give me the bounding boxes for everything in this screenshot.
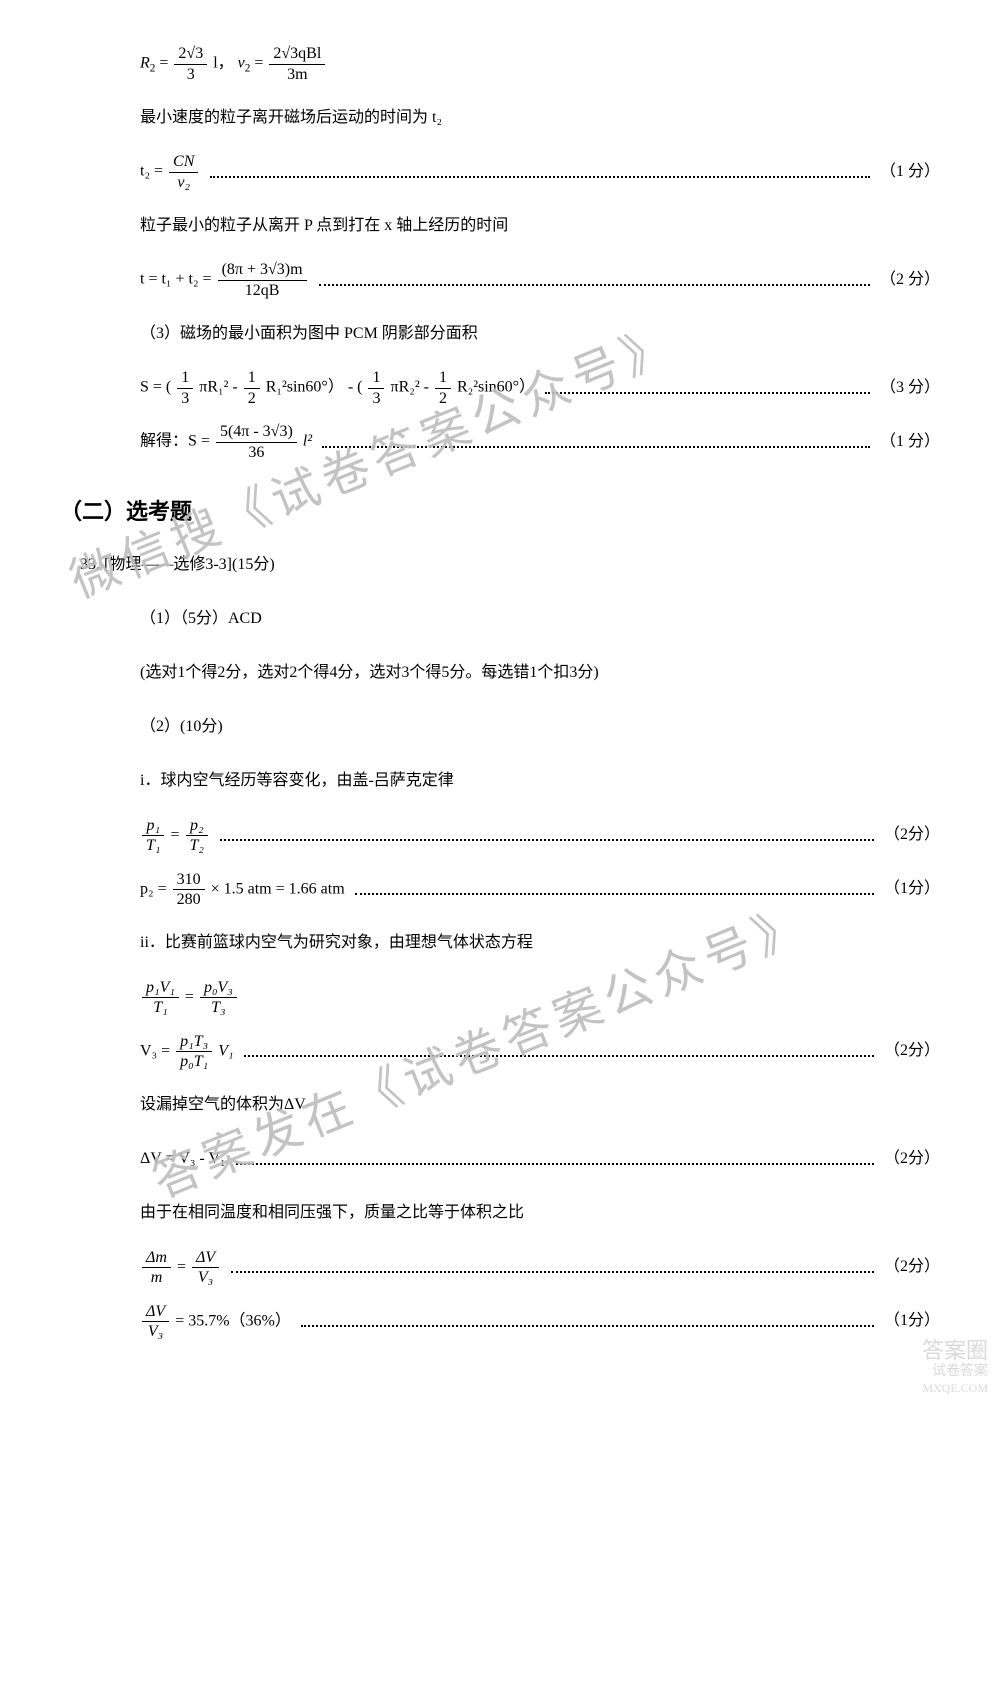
text-ratio: 由于在相同温度和相同压强下，质量之比等于体积之比	[60, 1194, 940, 1234]
eq-t: t = t₁ + t₂ = (8π + 3√3)m12qB （2 分）	[60, 260, 940, 300]
dot-leader	[322, 436, 870, 447]
q33-ii-text: ii．比赛前篮球内空气为研究对象，由理想气体状态方程	[60, 924, 940, 964]
eq-dV-content: ΔV = V₃ - V₁	[140, 1145, 226, 1174]
score-V3: （2分）	[884, 1037, 940, 1066]
q33-ii-text-content: ii．比赛前篮球内空气为研究对象，由理想气体状态方程	[140, 929, 533, 958]
dot-leader	[231, 1262, 874, 1273]
page-content: 微信搜《试卷答案公众号》 答案发在《试卷答案公众号》 答案圈 试卷答案 MXQE…	[0, 0, 1000, 1406]
dot-leader	[319, 274, 870, 285]
eq-mratio: Δmm = ΔVV₃ （2分）	[60, 1248, 940, 1288]
text-min-speed-content: 最小速度的粒子离开磁场后运动的时间为 t₂	[140, 104, 442, 133]
eq-S-solve-content: 解得：S = 5(4π - 3√3)36 l²	[140, 422, 312, 461]
q33-header: 33. [物理——选修3-3](15分)	[60, 546, 940, 586]
dot-leader	[545, 382, 870, 393]
eq-final: ΔVV₃ = 35.7%（36%） （1分）	[60, 1302, 940, 1342]
eq-t-content: t = t₁ + t₂ = (8π + 3√3)m12qB	[140, 260, 309, 299]
q33-p2-head-content: （2）(10分)	[140, 713, 223, 742]
section2-title: （二）选考题	[60, 492, 940, 532]
score-mratio: （2分）	[884, 1253, 940, 1282]
q33-p1-rule-content: (选对1个得2分，选对2个得4分，选对3个得5分。每选错1个扣3分)	[140, 659, 599, 688]
eq-S-content: S = ( 13 πR₁² - 12 R₁²sin60°） - ( 13 πR₂…	[140, 368, 535, 407]
q33-p1-content: （1）（5分）ACD	[140, 605, 262, 634]
corner-wm-line3: MXQE.COM	[922, 1381, 988, 1395]
corner-wm-line2: 试卷答案	[922, 1364, 988, 1381]
score-final: （1分）	[884, 1307, 940, 1336]
eq-mratio-content: Δmm = ΔVV₃	[140, 1248, 221, 1287]
eq-R2-v2-content: R2 = 2√33 l， v2 = 2√3qBl3m	[140, 44, 327, 83]
text-leak: 设漏掉空气的体积为ΔV	[60, 1086, 940, 1126]
text-ratio-content: 由于在相同温度和相同压强下，质量之比等于体积之比	[140, 1199, 524, 1228]
eq-pv-content: p₁V₁T₁ = p₀V₃T₃	[140, 978, 239, 1017]
text-area-content: （3）磁场的最小面积为图中 PCM 阴影部分面积	[140, 320, 478, 349]
q33-p1: （1）（5分）ACD	[60, 600, 940, 640]
eq-p2-content: p₂ = 310280 × 1.5 atm = 1.66 atm	[140, 870, 345, 909]
eq-p2: p₂ = 310280 × 1.5 atm = 1.66 atm （1分）	[60, 870, 940, 910]
corner-watermark: 答案圈 试卷答案 MXQE.COM	[922, 1338, 988, 1396]
dot-leader	[355, 884, 874, 895]
text-min-speed: 最小速度的粒子离开磁场后运动的时间为 t₂	[60, 98, 940, 138]
eq-S: S = ( 13 πR₁² - 12 R₁²sin60°） - ( 13 πR₂…	[60, 368, 940, 408]
text-area: （3）磁场的最小面积为图中 PCM 阴影部分面积	[60, 314, 940, 354]
q33-i-text: i．球内空气经历等容变化，由盖-吕萨克定律	[60, 762, 940, 802]
eq-t2-content: t₂ = CNv₂	[140, 152, 200, 191]
eq-p1T1-content: p₁T₁ = p₂T₂	[140, 816, 210, 855]
score-p1T1: （2分）	[884, 821, 940, 850]
score-dV: （2分）	[884, 1145, 940, 1174]
text-particle: 粒子最小的粒子从离开 P 点到打在 x 轴上经历的时间	[60, 206, 940, 246]
dot-leader	[210, 166, 870, 177]
dot-leader	[244, 1046, 874, 1057]
q33-header-content: 33. [物理——选修3-3](15分)	[80, 551, 275, 580]
dot-leader	[220, 830, 874, 841]
eq-pv: p₁V₁T₁ = p₀V₃T₃	[60, 978, 940, 1018]
eq-final-content: ΔVV₃ = 35.7%（36%）	[140, 1302, 291, 1341]
text-particle-content: 粒子最小的粒子从离开 P 点到打在 x 轴上经历的时间	[140, 212, 508, 241]
score-p2: （1分）	[884, 875, 940, 904]
eq-R2-v2: R2 = 2√33 l， v2 = 2√3qBl3m	[60, 44, 940, 84]
q33-p2-head: （2）(10分)	[60, 708, 940, 748]
q33-number: 33.	[80, 556, 100, 573]
eq-V3: V₃ = p₁T₃p₀T₁ V₁ （2分）	[60, 1032, 940, 1072]
score-S-solve: （1 分）	[880, 428, 940, 457]
corner-wm-line1: 答案圈	[922, 1338, 988, 1364]
score-t2: （1 分）	[880, 158, 940, 187]
q33-i-text-content: i．球内空气经历等容变化，由盖-吕萨克定律	[140, 767, 454, 796]
eq-dV: ΔV = V₃ - V₁ （2分）	[60, 1140, 940, 1180]
q33-header-text: [物理——选修3-3](15分)	[104, 556, 275, 573]
score-S: （3 分）	[880, 374, 940, 403]
dot-leader	[236, 1154, 874, 1165]
text-leak-content: 设漏掉空气的体积为ΔV	[140, 1091, 306, 1120]
eq-p1T1: p₁T₁ = p₂T₂ （2分）	[60, 816, 940, 856]
eq-S-solve: 解得：S = 5(4π - 3√3)36 l² （1 分）	[60, 422, 940, 462]
dot-leader	[301, 1316, 874, 1327]
score-t: （2 分）	[880, 266, 940, 295]
eq-V3-content: V₃ = p₁T₃p₀T₁ V₁	[140, 1032, 234, 1071]
q33-p1-rule: (选对1个得2分，选对2个得4分，选对3个得5分。每选错1个扣3分)	[60, 654, 940, 694]
eq-t2: t₂ = CNv₂ （1 分）	[60, 152, 940, 192]
